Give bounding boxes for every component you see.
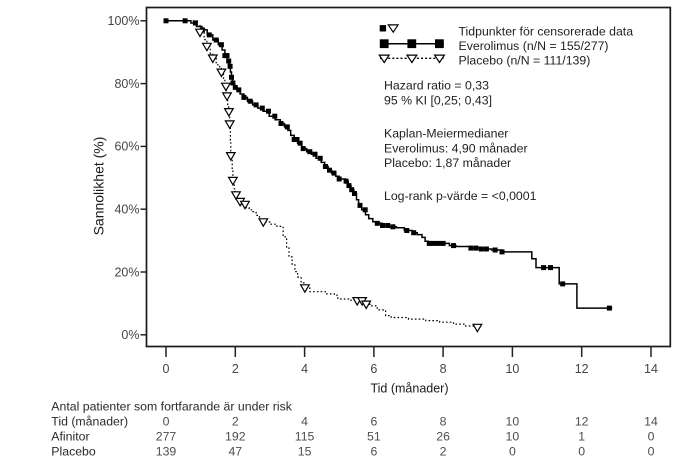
svg-text:115: 115 xyxy=(295,430,315,444)
svg-text:12: 12 xyxy=(575,362,589,376)
svg-text:Kaplan-Meiermedianer: Kaplan-Meiermedianer xyxy=(384,126,508,140)
svg-text:40%: 40% xyxy=(114,203,139,217)
svg-text:8: 8 xyxy=(440,362,447,376)
svg-text:0: 0 xyxy=(648,430,655,444)
svg-text:Placebo (n/N = 111/139): Placebo (n/N = 111/139) xyxy=(459,54,591,68)
svg-text:8: 8 xyxy=(440,414,447,428)
svg-text:80%: 80% xyxy=(114,77,139,91)
svg-text:192: 192 xyxy=(225,430,246,444)
svg-text:0: 0 xyxy=(578,444,585,458)
svg-text:Hazard ratio = 0,33: Hazard ratio = 0,33 xyxy=(384,79,489,93)
svg-text:100%: 100% xyxy=(108,14,140,28)
svg-text:6: 6 xyxy=(370,362,377,376)
svg-text:51: 51 xyxy=(367,430,381,444)
svg-text:15: 15 xyxy=(298,444,312,458)
svg-text:Afinitor: Afinitor xyxy=(51,430,89,444)
svg-text:Everolimus: 4,90 månader: Everolimus: 4,90 månader xyxy=(384,142,528,156)
svg-text:139: 139 xyxy=(156,444,177,458)
svg-text:0: 0 xyxy=(163,362,170,376)
svg-text:2: 2 xyxy=(440,444,447,458)
svg-text:1: 1 xyxy=(578,430,585,444)
svg-text:14: 14 xyxy=(644,414,658,428)
svg-text:0: 0 xyxy=(648,444,655,458)
svg-text:Antal patienter som fortfarand: Antal patienter som fortfarande är under… xyxy=(51,400,292,414)
svg-text:Log-rank p-värde = <0,0001: Log-rank p-värde = <0,0001 xyxy=(384,189,537,203)
svg-text:10: 10 xyxy=(506,430,520,444)
svg-text:6: 6 xyxy=(370,414,377,428)
svg-text:2: 2 xyxy=(232,362,239,376)
svg-text:10: 10 xyxy=(506,414,520,428)
svg-text:6: 6 xyxy=(370,444,377,458)
svg-text:2: 2 xyxy=(232,414,239,428)
svg-text:4: 4 xyxy=(301,414,308,428)
svg-text:0%: 0% xyxy=(121,328,139,342)
svg-text:26: 26 xyxy=(436,430,450,444)
svg-text:47: 47 xyxy=(228,444,242,458)
svg-text:14: 14 xyxy=(644,362,658,376)
svg-text:20%: 20% xyxy=(114,265,139,279)
svg-text:Tid (månader): Tid (månader) xyxy=(370,381,448,395)
svg-text:0: 0 xyxy=(509,444,516,458)
svg-text:95 % KI [0,25; 0,43]: 95 % KI [0,25; 0,43] xyxy=(384,94,492,108)
svg-text:277: 277 xyxy=(156,430,177,444)
svg-text:Tidpunkter för censorerade dat: Tidpunkter för censorerade data xyxy=(459,24,634,38)
svg-text:Tid (månader): Tid (månader) xyxy=(51,414,128,428)
svg-text:Placebo: Placebo xyxy=(51,444,96,458)
svg-text:4: 4 xyxy=(301,362,308,376)
svg-text:Placebo: 1,87 månader: Placebo: 1,87 månader xyxy=(384,156,511,170)
svg-text:12: 12 xyxy=(575,414,589,428)
svg-text:10: 10 xyxy=(505,362,519,376)
svg-text:0: 0 xyxy=(163,414,170,428)
svg-text:Sannolikhet (%): Sannolikhet (%) xyxy=(91,137,107,236)
svg-text:60%: 60% xyxy=(114,140,139,154)
svg-text:Everolimus (n/N = 155/277): Everolimus (n/N = 155/277) xyxy=(459,39,609,53)
